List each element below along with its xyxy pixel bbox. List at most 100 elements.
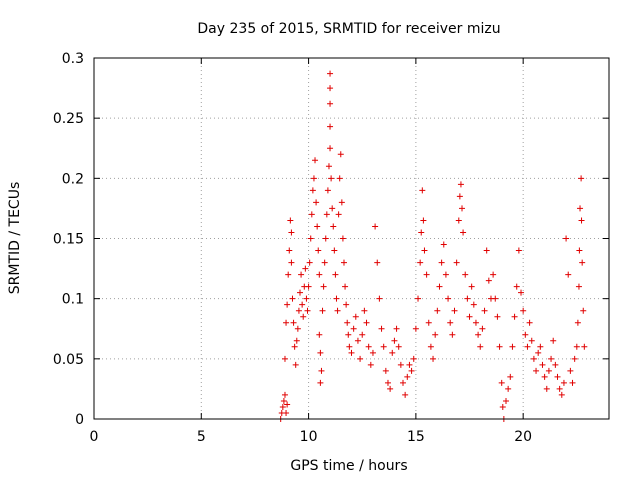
data-point: [404, 373, 411, 380]
ticks-layer: 0 5 10 15 20 0 0.05 0.1 0.15 0.2 0.25 0.3: [53, 51, 609, 445]
data-point: [522, 331, 529, 338]
data-point: [316, 271, 323, 278]
data-point: [320, 283, 327, 290]
data-point: [563, 235, 570, 242]
data-point: [552, 361, 559, 368]
data-point: [313, 199, 320, 206]
data-point: [393, 325, 400, 332]
data-point: [289, 295, 296, 302]
data-point: [581, 343, 588, 350]
data-point: [402, 391, 409, 398]
data-point: [509, 343, 516, 350]
data-point: [335, 211, 342, 218]
data-point: [455, 217, 462, 224]
data-point: [367, 361, 374, 368]
data-point: [483, 247, 490, 254]
data-point: [324, 187, 331, 194]
data-point: [548, 355, 555, 362]
data-point: [340, 259, 347, 266]
data-point: [520, 307, 527, 314]
data-point: [290, 319, 297, 326]
data-point: [317, 379, 324, 386]
data-point: [580, 307, 587, 314]
data-point: [330, 223, 337, 230]
data-point: [451, 307, 458, 314]
data-point: [558, 391, 565, 398]
data-point: [310, 175, 317, 182]
data-point: [304, 307, 311, 314]
data-point: [578, 217, 585, 224]
data-point: [395, 343, 402, 350]
y-tick-label: 0.1: [62, 292, 84, 308]
data-point: [579, 259, 586, 266]
data-point: [359, 331, 366, 338]
data-point: [511, 313, 518, 320]
data-point: [494, 313, 501, 320]
data-point: [317, 349, 324, 356]
data-point: [462, 271, 469, 278]
data-point: [565, 271, 572, 278]
data-point: [434, 307, 441, 314]
data-point: [281, 391, 288, 398]
data-point: [499, 403, 506, 410]
data-point: [316, 331, 323, 338]
data-point: [440, 241, 447, 248]
data-point: [574, 319, 581, 326]
data-point: [361, 307, 368, 314]
data-point: [354, 337, 361, 344]
data-point: [400, 379, 406, 386]
data-point: [306, 259, 313, 266]
data-point: [397, 361, 404, 368]
x-tick-label: 5: [197, 429, 206, 445]
y-tick-label: 0.25: [53, 111, 84, 127]
data-point: [344, 319, 351, 326]
data-point: [481, 307, 488, 314]
data-point: [322, 235, 329, 242]
data-points-layer: [277, 70, 588, 422]
data-point: [332, 271, 339, 278]
grid-layer: [94, 58, 609, 419]
data-point: [314, 223, 321, 230]
data-point: [423, 271, 430, 278]
data-point: [328, 175, 335, 182]
data-point: [445, 295, 452, 302]
data-point: [288, 229, 295, 236]
data-point: [436, 283, 443, 290]
data-point: [307, 235, 314, 242]
data-point: [374, 259, 381, 266]
data-point: [345, 331, 352, 338]
y-tick-label: 0.3: [62, 51, 84, 67]
data-point: [293, 337, 300, 344]
data-point: [442, 271, 449, 278]
data-point: [297, 289, 303, 296]
data-point: [475, 331, 482, 338]
data-point: [327, 145, 334, 152]
data-point: [470, 301, 477, 308]
data-point: [376, 295, 383, 302]
data-point: [560, 379, 567, 386]
data-point: [418, 229, 425, 236]
data-point: [283, 319, 290, 326]
data-point: [285, 271, 292, 278]
data-point: [365, 343, 372, 350]
data-point: [530, 355, 537, 362]
data-point: [420, 217, 427, 224]
data-point: [284, 301, 291, 308]
data-point: [535, 349, 542, 356]
data-point: [419, 187, 426, 194]
data-point: [459, 205, 466, 212]
data-point: [449, 331, 456, 338]
data-point: [427, 343, 434, 350]
data-point: [346, 343, 353, 350]
data-point: [453, 259, 460, 266]
data-point: [325, 163, 332, 170]
data-point: [305, 283, 312, 290]
data-point: [479, 325, 486, 332]
x-tick-label: 0: [90, 429, 99, 445]
data-point: [515, 247, 522, 254]
data-point: [526, 319, 533, 326]
data-point: [327, 100, 334, 107]
data-point: [323, 211, 330, 218]
data-point: [537, 343, 544, 350]
